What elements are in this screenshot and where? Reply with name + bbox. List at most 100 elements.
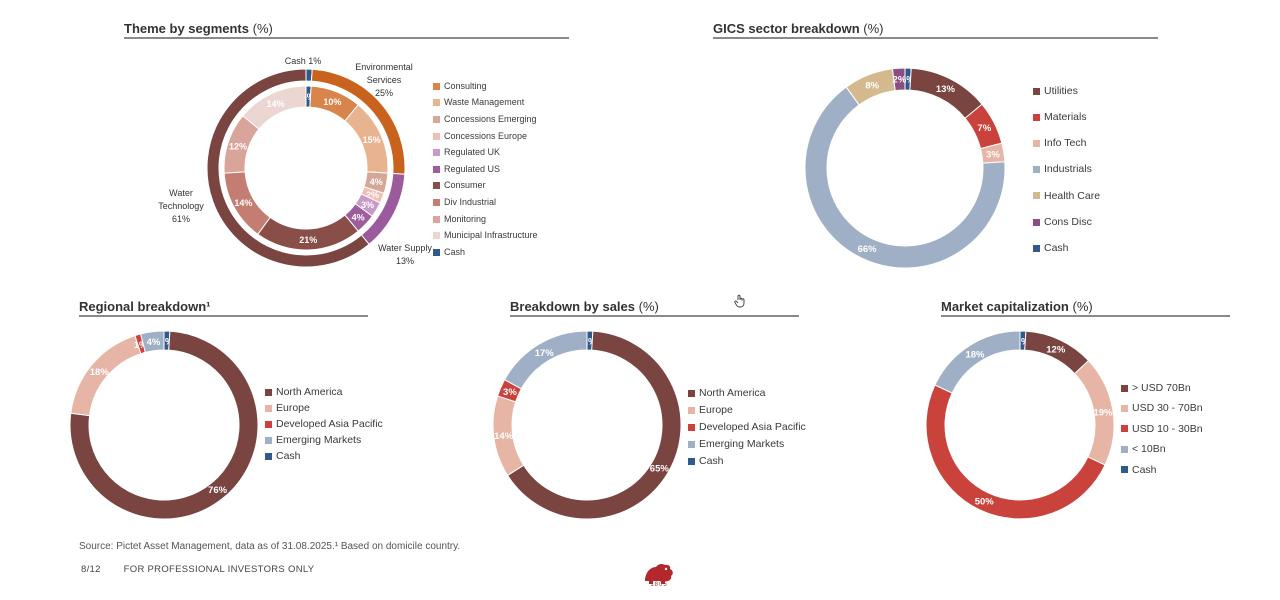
gics-legend-item: Info Tech <box>1033 130 1100 156</box>
gics-legend-swatch <box>1033 166 1040 174</box>
gics-legend-label: Industrials <box>1044 163 1092 176</box>
regional-legend-swatch <box>265 388 272 396</box>
sales-legend-label: North America <box>699 387 766 400</box>
mcap-legend-label: > USD 70Bn <box>1132 381 1191 394</box>
theme-outer-label-environmental-services: 25% <box>375 88 393 98</box>
sales-title-rule <box>510 315 799 317</box>
theme-legend-item: Consumer <box>433 178 538 195</box>
regional-legend-label: Europe <box>276 401 310 414</box>
regional-legend-swatch <box>265 436 272 444</box>
theme-outer-label-water-technology: Water <box>169 188 193 198</box>
gics-legend-item: Industrials <box>1033 157 1100 183</box>
theme-legend-swatch <box>433 149 440 157</box>
theme-inner-label-consulting: 10% <box>323 97 341 107</box>
mcap-legend-item: USD 30 - 70Bn <box>1121 398 1203 418</box>
disclaimer-text: FOR PROFESSIONAL INVESTORS ONLY <box>123 564 315 575</box>
theme-inner-label-monitoring: 12% <box>229 141 247 151</box>
theme-outer-label-environmental-services: Environmental <box>355 62 413 72</box>
mcap-title-rule <box>941 315 1230 317</box>
gics-legend-item: Health Care <box>1033 183 1100 209</box>
gics-legend-swatch <box>1033 113 1040 121</box>
mcap-label-usd-10-30bn: 50% <box>975 497 995 508</box>
gics-label-info-tech: 3% <box>986 150 1000 161</box>
theme-legend-item: Monitoring <box>433 211 538 228</box>
theme-legend-label: Div Industrial <box>444 196 497 207</box>
mcap-legend-label: USD 10 - 30Bn <box>1132 422 1203 435</box>
mcap-legend-swatch <box>1121 445 1128 453</box>
gics-legend-swatch <box>1033 139 1040 147</box>
page-number: 8/12 <box>81 564 101 575</box>
theme-outer-label-water-supply: 13% <box>396 256 414 266</box>
gics-legend: Utilities Materials Info Tech Industrials He… <box>1033 78 1100 261</box>
theme-legend-item: Cash <box>433 244 538 261</box>
mcap-legend-swatch <box>1121 405 1128 413</box>
theme-inner-label-consumer: 21% <box>299 235 317 245</box>
regional-legend: North America Europe Developed Asia Pacifi… <box>265 384 383 464</box>
gics-label-cons-disc: 2% <box>893 75 907 86</box>
theme-legend-swatch <box>433 232 440 240</box>
regional-legend-item: North America <box>265 384 383 400</box>
theme-outer-label-water-technology: 61% <box>172 214 190 224</box>
theme-outer-label-environmental-services: Services <box>367 75 402 85</box>
regional-legend-item: Emerging Markets <box>265 432 383 448</box>
theme-outer-label-water-supply: Water Supply <box>378 243 432 253</box>
theme-inner-label-municipal-infrastructure: 14% <box>267 99 285 109</box>
theme-title-rule <box>124 37 569 39</box>
theme-inner-label-div-industrial: 14% <box>234 198 252 208</box>
gics-legend-label: Cash <box>1044 241 1069 254</box>
theme-title: Theme by segments (%) <box>124 21 273 36</box>
regional-label-cash: 1% <box>160 337 174 348</box>
sales-label-cash: 1% <box>583 337 597 348</box>
mcap-label-usd-70bn: 12% <box>1046 344 1066 355</box>
theme-legend-swatch <box>433 115 440 123</box>
theme-legend: Consulting Waste Management Concessions Em… <box>433 78 538 261</box>
theme-legend-item: Municipal Infrastructure <box>433 227 538 244</box>
sales-legend-label: Europe <box>699 404 733 417</box>
theme-legend-label: Concessions Emerging <box>444 113 537 124</box>
theme-legend-swatch <box>433 165 440 173</box>
theme-outer-label-water-technology: Technology <box>158 201 204 211</box>
sales-label-emerging-markets: 17% <box>535 348 555 359</box>
mcap-label-10bn: 18% <box>965 350 985 361</box>
gics-legend-swatch <box>1033 244 1040 252</box>
theme-legend-item: Concessions Emerging <box>433 111 538 128</box>
gics-legend-label: Materials <box>1044 111 1087 124</box>
sales-legend-swatch <box>688 390 695 397</box>
mcap-legend-label: < 10Bn <box>1132 443 1166 456</box>
mcap-label-usd-30-70bn: 19% <box>1093 407 1113 418</box>
theme-legend-swatch <box>433 132 440 140</box>
gics-label-materials: 7% <box>977 123 991 134</box>
sales-legend-label: Emerging Markets <box>699 438 785 451</box>
theme-outer-slice-water-technology <box>206 68 370 268</box>
gics-legend-item: Cash <box>1033 235 1100 261</box>
theme-legend-swatch <box>433 99 440 107</box>
pictet-logo-icon <box>645 563 673 584</box>
sales-legend-item: Developed Asia Pacific <box>688 419 806 436</box>
gics-title-rule <box>713 37 1158 39</box>
hand-cursor-icon <box>734 294 745 308</box>
theme-legend-item: Concessions Europe <box>433 128 538 145</box>
theme-inner-label-concessions-europe: 2% <box>366 190 379 200</box>
regional-legend-swatch <box>265 420 272 428</box>
gics-label-industrials: 66% <box>858 244 878 255</box>
theme-legend-item: Regulated UK <box>433 144 538 161</box>
regional-legend-swatch <box>265 452 272 460</box>
gics-legend-swatch <box>1033 192 1040 200</box>
sales-legend-item: North America <box>688 385 806 402</box>
gics-legend-label: Health Care <box>1044 189 1101 202</box>
sales-legend-label: Cash <box>699 455 724 468</box>
theme-inner-label-concessions-emerging: 4% <box>370 177 383 187</box>
regional-legend-item: Cash <box>265 448 383 464</box>
theme-legend-label: Regulated UK <box>444 147 501 158</box>
theme-inner-label-regulated-uk: 3% <box>361 200 374 210</box>
mcap-legend-item: > USD 70Bn <box>1121 378 1203 398</box>
theme-legend-label: Cash <box>444 246 466 257</box>
gics-slice-industrials <box>804 86 1006 269</box>
theme-legend-swatch <box>433 215 440 223</box>
mcap-legend-swatch <box>1121 384 1128 392</box>
sales-label-europe: 14% <box>494 431 514 442</box>
regional-legend-swatch <box>265 404 272 412</box>
theme-inner-label-waste-management: 15% <box>363 135 381 145</box>
sales-legend-swatch <box>688 407 695 414</box>
theme-inner-label-regulated-us: 4% <box>352 212 365 222</box>
